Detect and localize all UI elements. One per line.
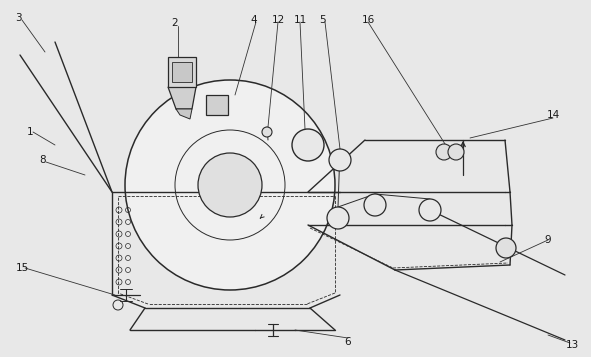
Polygon shape	[206, 95, 228, 115]
Circle shape	[419, 199, 441, 221]
Text: 1: 1	[27, 127, 33, 137]
Circle shape	[125, 80, 335, 290]
Circle shape	[496, 238, 516, 258]
Text: 11: 11	[293, 15, 307, 25]
Bar	[172, 62, 192, 82]
Circle shape	[364, 194, 386, 216]
Circle shape	[262, 127, 272, 137]
Circle shape	[327, 207, 349, 229]
Circle shape	[436, 144, 452, 160]
Text: 4: 4	[251, 15, 257, 25]
Text: 8: 8	[40, 155, 46, 165]
Text: 6: 6	[345, 337, 351, 347]
Text: 13: 13	[566, 340, 579, 350]
Text: 15: 15	[15, 263, 28, 273]
Text: 9: 9	[545, 235, 551, 245]
Circle shape	[198, 153, 262, 217]
Text: 2: 2	[172, 18, 178, 28]
Text: 3: 3	[15, 13, 21, 23]
Circle shape	[448, 144, 464, 160]
Text: 16: 16	[361, 15, 375, 25]
Circle shape	[329, 149, 351, 171]
Circle shape	[292, 129, 324, 161]
Text: 5: 5	[320, 15, 326, 25]
Polygon shape	[176, 109, 192, 119]
Text: 14: 14	[546, 110, 560, 120]
Polygon shape	[168, 87, 196, 109]
Text: 12: 12	[271, 15, 285, 25]
Bar	[168, 57, 196, 87]
